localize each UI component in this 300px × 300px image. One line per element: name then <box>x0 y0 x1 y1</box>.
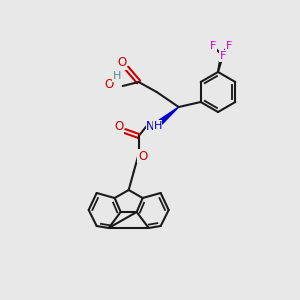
Text: O: O <box>117 56 126 70</box>
Text: F: F <box>220 51 226 61</box>
Text: H: H <box>154 121 162 131</box>
Polygon shape <box>159 107 179 124</box>
Text: F: F <box>226 41 232 51</box>
Text: O: O <box>104 77 113 91</box>
Text: F: F <box>210 41 216 51</box>
Text: O: O <box>114 121 123 134</box>
Text: O: O <box>138 149 147 163</box>
Text: N: N <box>146 119 155 133</box>
Text: H: H <box>112 71 121 81</box>
